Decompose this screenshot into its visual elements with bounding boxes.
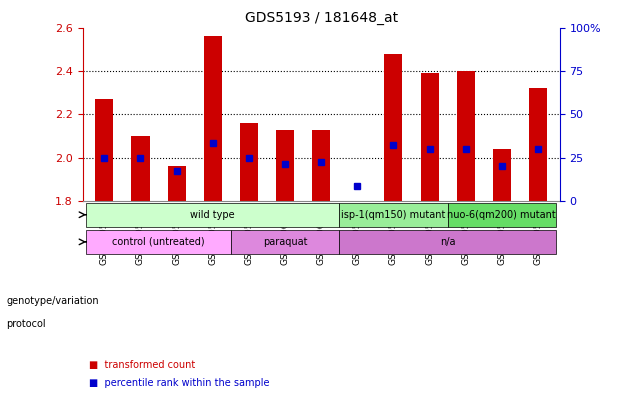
FancyBboxPatch shape xyxy=(448,202,556,227)
Text: wild type: wild type xyxy=(190,210,235,220)
Bar xyxy=(493,149,511,201)
FancyBboxPatch shape xyxy=(339,230,556,254)
Text: protocol: protocol xyxy=(6,319,46,329)
Bar xyxy=(457,71,474,201)
Title: GDS5193 / 181648_at: GDS5193 / 181648_at xyxy=(245,11,398,25)
Bar xyxy=(240,123,258,201)
Bar xyxy=(204,36,222,201)
FancyBboxPatch shape xyxy=(339,202,448,227)
Text: isp-1(qm150) mutant: isp-1(qm150) mutant xyxy=(342,210,446,220)
Bar xyxy=(384,53,403,201)
Bar xyxy=(312,130,330,201)
FancyBboxPatch shape xyxy=(86,202,339,227)
Bar xyxy=(132,136,149,201)
Bar xyxy=(529,88,547,201)
Text: ■  transformed count: ■ transformed count xyxy=(89,360,195,371)
Bar xyxy=(276,130,294,201)
Text: nuo-6(qm200) mutant: nuo-6(qm200) mutant xyxy=(448,210,556,220)
FancyBboxPatch shape xyxy=(231,230,339,254)
Text: ■  percentile rank within the sample: ■ percentile rank within the sample xyxy=(89,378,270,388)
FancyBboxPatch shape xyxy=(86,230,231,254)
Text: paraquat: paraquat xyxy=(263,237,307,247)
Text: control (untreated): control (untreated) xyxy=(112,237,205,247)
Text: genotype/variation: genotype/variation xyxy=(6,296,99,306)
Text: n/a: n/a xyxy=(440,237,455,247)
Bar xyxy=(95,99,113,201)
Bar xyxy=(168,167,186,201)
Bar xyxy=(420,73,439,201)
